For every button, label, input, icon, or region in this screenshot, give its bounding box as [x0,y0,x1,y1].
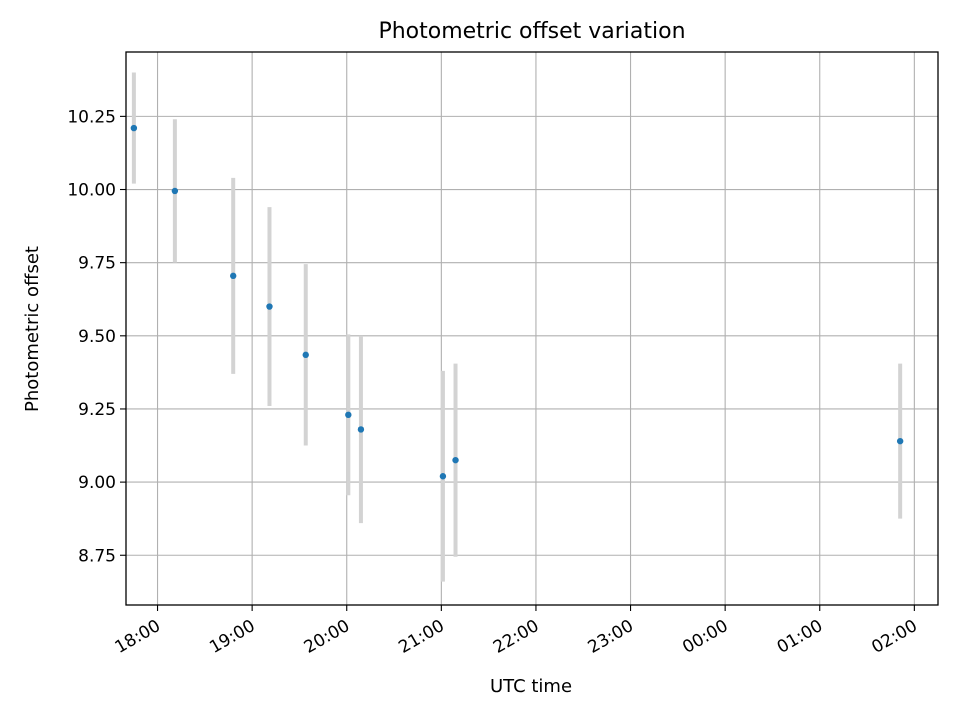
data-point [452,456,459,464]
y-tick-label: 9.75 [78,254,116,274]
data-point [171,187,179,195]
data-points [130,124,904,480]
x-tick-label: 01:00 [774,616,826,658]
x-axis-label: UTC time [490,676,572,697]
y-tick-label: 10.25 [67,107,116,127]
data-point [302,351,309,359]
data-point [439,473,447,480]
x-tick-label: 22:00 [490,616,542,658]
data-point [357,426,365,433]
x-tick-label: 18:00 [112,616,164,658]
x-tick-label: 20:00 [301,616,353,658]
data-point [345,411,352,419]
data-point [266,303,273,310]
grid [126,52,938,605]
x-tick-label: 23:00 [585,616,637,658]
y-tick-label: 10.00 [67,181,116,201]
y-tick-label: 8.75 [78,546,116,566]
error-bars [131,72,903,582]
y-tick-label: 9.25 [78,400,116,420]
chart-title: Photometric offset variation [378,19,685,44]
y-tick-label: 9.50 [78,327,116,347]
x-tick-label: 00:00 [679,616,731,658]
data-point [896,437,904,445]
data-point [230,272,237,280]
x-tick-label: 21:00 [395,616,447,658]
y-tick-label: 9.00 [78,473,116,493]
plot-frame [125,51,939,606]
x-tick-label: 02:00 [868,616,920,658]
x-tick-label: 19:00 [206,616,258,658]
data-point [130,124,138,132]
y-axis-label: Photometric offset [22,246,43,412]
